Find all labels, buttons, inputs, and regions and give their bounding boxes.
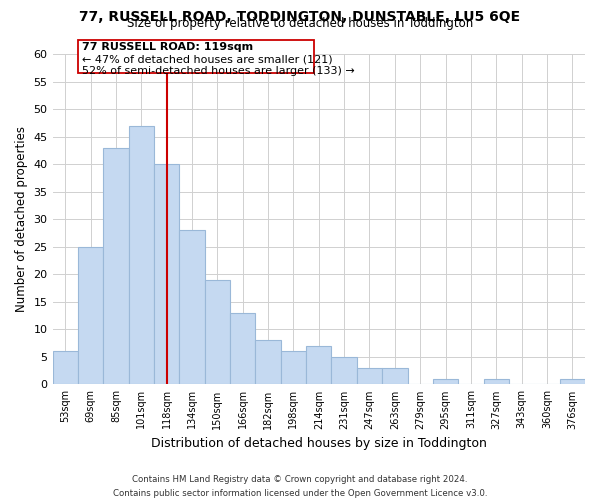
Bar [256, 340, 281, 384]
Text: Size of property relative to detached houses in Toddington: Size of property relative to detached ho… [127, 18, 473, 30]
FancyBboxPatch shape [78, 40, 314, 74]
Bar [230, 313, 256, 384]
Bar [331, 357, 357, 384]
Bar [53, 352, 78, 384]
Text: 77, RUSSELL ROAD, TODDINGTON, DUNSTABLE, LU5 6QE: 77, RUSSELL ROAD, TODDINGTON, DUNSTABLE,… [79, 10, 521, 24]
Text: Contains HM Land Registry data © Crown copyright and database right 2024.
Contai: Contains HM Land Registry data © Crown c… [113, 476, 487, 498]
Text: ← 47% of detached houses are smaller (121): ← 47% of detached houses are smaller (12… [82, 54, 332, 64]
Bar [433, 379, 458, 384]
Bar [281, 352, 306, 384]
Bar [154, 164, 179, 384]
Bar [306, 346, 331, 385]
Bar [103, 148, 128, 384]
Bar [484, 379, 509, 384]
Bar [128, 126, 154, 384]
Bar [78, 247, 103, 384]
Bar [382, 368, 407, 384]
Bar [205, 280, 230, 384]
Text: 52% of semi-detached houses are larger (133) →: 52% of semi-detached houses are larger (… [82, 66, 355, 76]
Y-axis label: Number of detached properties: Number of detached properties [15, 126, 28, 312]
Text: 77 RUSSELL ROAD: 119sqm: 77 RUSSELL ROAD: 119sqm [82, 42, 253, 52]
Bar [179, 230, 205, 384]
X-axis label: Distribution of detached houses by size in Toddington: Distribution of detached houses by size … [151, 437, 487, 450]
Bar [357, 368, 382, 384]
Bar [560, 379, 585, 384]
